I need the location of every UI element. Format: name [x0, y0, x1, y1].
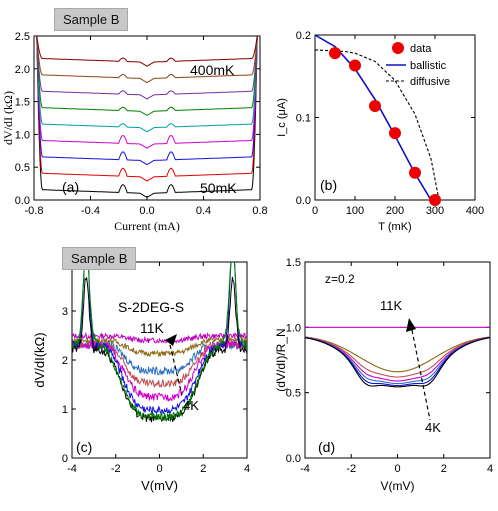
plot-frame: [304, 261, 491, 459]
annotation: S-2DEG-S: [118, 299, 184, 315]
series-line: [305, 337, 490, 388]
x-tick-label: 0.4: [196, 205, 211, 217]
data-point: [349, 59, 361, 72]
data-point: [409, 166, 421, 179]
x-tick-label: 2: [200, 463, 206, 475]
x-tick-label: 0: [156, 463, 162, 475]
y-tick-label: 0.0: [286, 453, 301, 465]
panel-b-chart: 0 100 200 300 400 0.0 0.1 0.2 T (mK) I_c (μA) data…: [276, 30, 484, 233]
y-axis-label: dV/dI (kΩ): [1, 91, 15, 145]
y-tick-label: 0: [62, 453, 68, 465]
x-tick-label: 0: [312, 205, 318, 217]
x-tick-label: 400: [466, 205, 484, 217]
series-line: [72, 336, 247, 358]
x-tick-label: 100: [346, 205, 364, 217]
series-line: [72, 262, 247, 422]
series-line: [34, 36, 260, 100]
data-point: [429, 194, 441, 206]
y-tick-label: 0.2: [296, 30, 311, 42]
panel-d-chart: -4 -2 0 2 4 0.0 0.5 1.0 1.5 V(mV) (dV/dI)/R_N z=0.2…: [274, 257, 493, 493]
series-line: [305, 336, 490, 382]
x-tick-label: -2: [346, 463, 356, 475]
series-line: [34, 36, 260, 117]
temperature-arrow-head: [165, 334, 177, 346]
data-point: [389, 127, 401, 140]
annotation: 11K: [140, 320, 165, 336]
y-tick-label: 3: [62, 306, 68, 318]
series-line: [34, 36, 260, 166]
annotation: 400mK: [190, 62, 235, 78]
y-tick-label: 0.5: [286, 388, 301, 400]
x-tick-label: -4: [67, 463, 77, 475]
annotation: 4K: [183, 398, 199, 413]
x-tick-label: 2: [441, 463, 447, 475]
panel-a-chart: -0.8 -0.4 0.0 0.4 0.8 0.0 0.5 1.0 1.5 2.0 2.5 Curre…: [1, 31, 268, 233]
legend-marker-data: [392, 42, 404, 54]
y-tick-label: 0.5: [15, 162, 30, 174]
x-tick-label: 4: [487, 463, 493, 475]
panel-c-chart: -4-202401234V(mV)dV/dI(kΩ)S-2DEG-S11K4K(…: [32, 257, 250, 493]
x-tick-label: 0.0: [139, 205, 154, 217]
x-axis-label: V(mV): [141, 478, 178, 493]
x-axis-label: Current (mA): [114, 219, 180, 233]
y-tick-label: 1.5: [286, 257, 301, 269]
y-tick-label: 1.0: [286, 322, 301, 334]
x-tick-label: -0.4: [81, 205, 100, 217]
x-tick-label: 4: [244, 463, 250, 475]
series-line: [34, 36, 260, 84]
temperature-arrow-head: [406, 318, 416, 332]
annotation: 4K: [425, 420, 441, 435]
data-point: [369, 99, 381, 112]
x-tick-label: -4: [300, 463, 310, 475]
series-line: [34, 36, 260, 182]
x-tick-label: -2: [111, 463, 121, 475]
panel-label: (b): [320, 177, 337, 193]
panel-label: (c): [76, 439, 92, 455]
sample-tag-c: Sample B: [62, 247, 137, 270]
y-tick-label: 1: [62, 404, 68, 416]
y-tick-label: 1.5: [15, 97, 30, 109]
panel-label: (a): [62, 179, 79, 195]
y-axis-label: dV/dI(kΩ): [32, 332, 47, 387]
temperature-arrow: [169, 344, 183, 396]
series-line: [305, 336, 490, 373]
x-axis-label: V(mV): [381, 479, 415, 493]
annotation: z=0.2: [325, 272, 355, 286]
diffusive-curve: [315, 49, 440, 200]
plot-frame: [314, 34, 476, 201]
plot-frame: [71, 261, 248, 459]
plot-frame: [33, 35, 261, 201]
y-axis-label: I_c (μA): [276, 98, 288, 137]
series-line: [34, 36, 260, 133]
temperature-arrow: [411, 329, 431, 421]
series-line: [34, 36, 260, 149]
y-tick-label: 0.0: [15, 195, 30, 207]
y-axis-label: (dV/dI)/R_N: [274, 328, 288, 391]
series-line: [34, 36, 260, 199]
x-tick-label: 200: [386, 205, 404, 217]
legend-label: diffusive: [410, 76, 450, 88]
panel-label: (d): [318, 439, 335, 455]
x-tick-label: 300: [426, 205, 444, 217]
x-tick-label: -0.8: [25, 205, 44, 217]
legend-label: data: [410, 43, 432, 55]
y-tick-label: 1.0: [15, 129, 30, 141]
y-tick-label: 0.0: [296, 195, 311, 207]
x-tick-label: 0: [394, 463, 400, 475]
sample-tag-a: Sample B: [54, 8, 129, 31]
series-line: [305, 336, 490, 378]
y-tick-label: 2.5: [15, 31, 30, 43]
series-line: [34, 36, 260, 67]
series-line: [72, 331, 247, 345]
annotation: 50mK: [200, 180, 237, 196]
annotation: 11K: [380, 298, 402, 313]
x-axis-label: T (mK): [378, 221, 411, 233]
y-tick-label: 2: [62, 355, 68, 367]
x-tick-label: 0.8: [252, 205, 267, 217]
legend-label: ballistic: [410, 60, 447, 72]
data-point: [329, 47, 341, 60]
y-tick-label: 0.1: [296, 113, 311, 125]
y-tick-label: 2.0: [15, 64, 30, 76]
